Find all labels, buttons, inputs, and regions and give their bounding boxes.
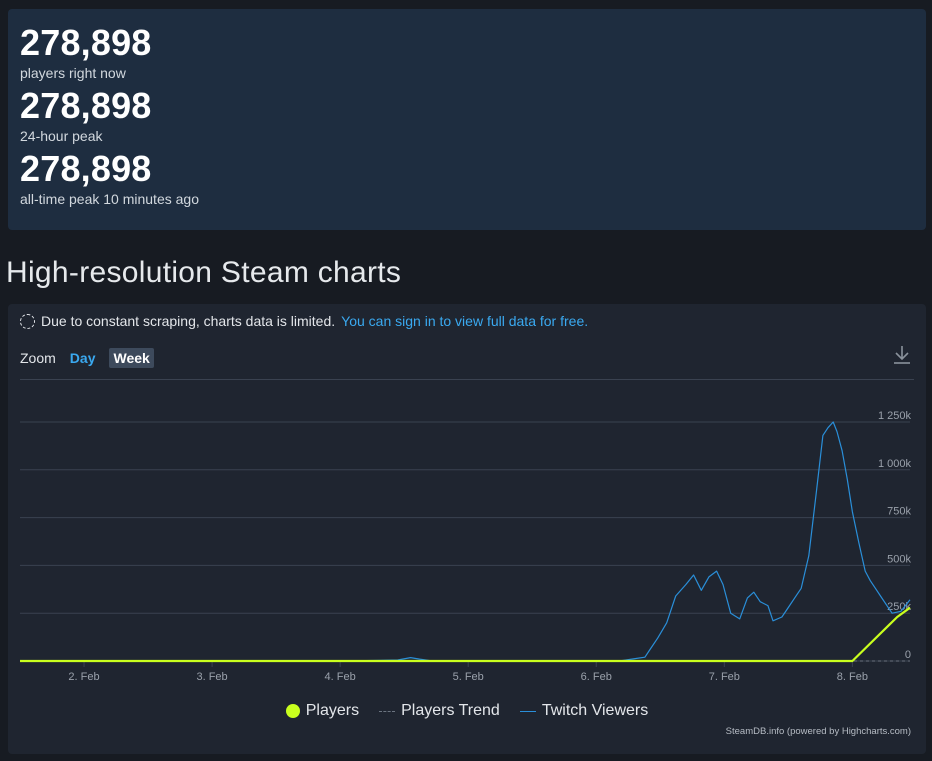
- stat-value: 278,898: [20, 22, 152, 63]
- stat-label: all-time peak 10 minutes ago: [20, 191, 199, 207]
- chart-card: Due to constant scraping, charts data is…: [8, 304, 926, 754]
- x-tick-label: 3. Feb: [196, 671, 227, 683]
- x-tick-label: 2. Feb: [68, 671, 99, 683]
- stat-value: 278,898: [20, 85, 152, 126]
- stat-value: 278,898: [20, 148, 152, 189]
- section-title: High-resolution Steam charts: [6, 256, 402, 289]
- x-tick-label: 7. Feb: [709, 671, 740, 683]
- data-limit-notice: Due to constant scraping, charts data is…: [20, 313, 588, 329]
- x-tick-label: 8. Feb: [837, 671, 868, 683]
- x-tick-label: 6. Feb: [581, 671, 612, 683]
- stat-all-time-peak: 278,898 all-time peak 10 minutes ago: [20, 149, 914, 209]
- stat-label: 24-hour peak: [20, 128, 103, 144]
- spinner-icon: [20, 313, 35, 329]
- zoom-controls: Zoom Day Week: [20, 348, 154, 368]
- legend-twitch-marker: [519, 710, 536, 712]
- toolbar-divider: [20, 379, 914, 380]
- chart-credits[interactable]: SteamDB.info (powered by Highcharts.com): [725, 726, 911, 737]
- legend-players[interactable]: Players: [285, 702, 360, 720]
- zoom-week-button[interactable]: Week: [109, 348, 154, 368]
- legend-players-trend[interactable]: Players Trend: [379, 702, 500, 720]
- y-tick-label: 0: [905, 649, 911, 661]
- stats-card: 278,898 players right now 278,898 24-hou…: [8, 9, 926, 230]
- chart-legend: Players Players Trend Twitch Viewers: [8, 702, 926, 720]
- y-tick-label: 1 000k: [878, 458, 912, 470]
- x-tick-label: 5. Feb: [453, 671, 484, 683]
- y-tick-label: 500k: [887, 553, 911, 565]
- legend-twitch-label: Twitch Viewers: [541, 702, 649, 719]
- stat-players-now: 278,898 players right now: [20, 23, 914, 83]
- y-tick-label: 1 250k: [878, 410, 912, 422]
- notice-text: Due to constant scraping, charts data is…: [41, 313, 336, 329]
- zoom-day-button[interactable]: Day: [69, 350, 96, 366]
- players-line: [20, 606, 911, 663]
- legend-trend-marker: [379, 710, 396, 712]
- sign-in-link[interactable]: You can sign in to view full data for fr…: [341, 313, 589, 329]
- download-icon[interactable]: [892, 344, 912, 366]
- twitch-viewers-line: [20, 421, 911, 662]
- legend-players-label: Players: [305, 702, 360, 719]
- legend-players-marker: [285, 704, 300, 718]
- legend-trend-label: Players Trend: [401, 702, 500, 719]
- legend-twitch-viewers[interactable]: Twitch Viewers: [519, 702, 649, 720]
- stat-24h-peak: 278,898 24-hour peak: [20, 86, 914, 146]
- stat-label: players right now: [20, 65, 126, 81]
- x-tick-label: 4. Feb: [325, 671, 356, 683]
- zoom-label: Zoom: [20, 350, 56, 366]
- y-tick-label: 750k: [887, 506, 911, 518]
